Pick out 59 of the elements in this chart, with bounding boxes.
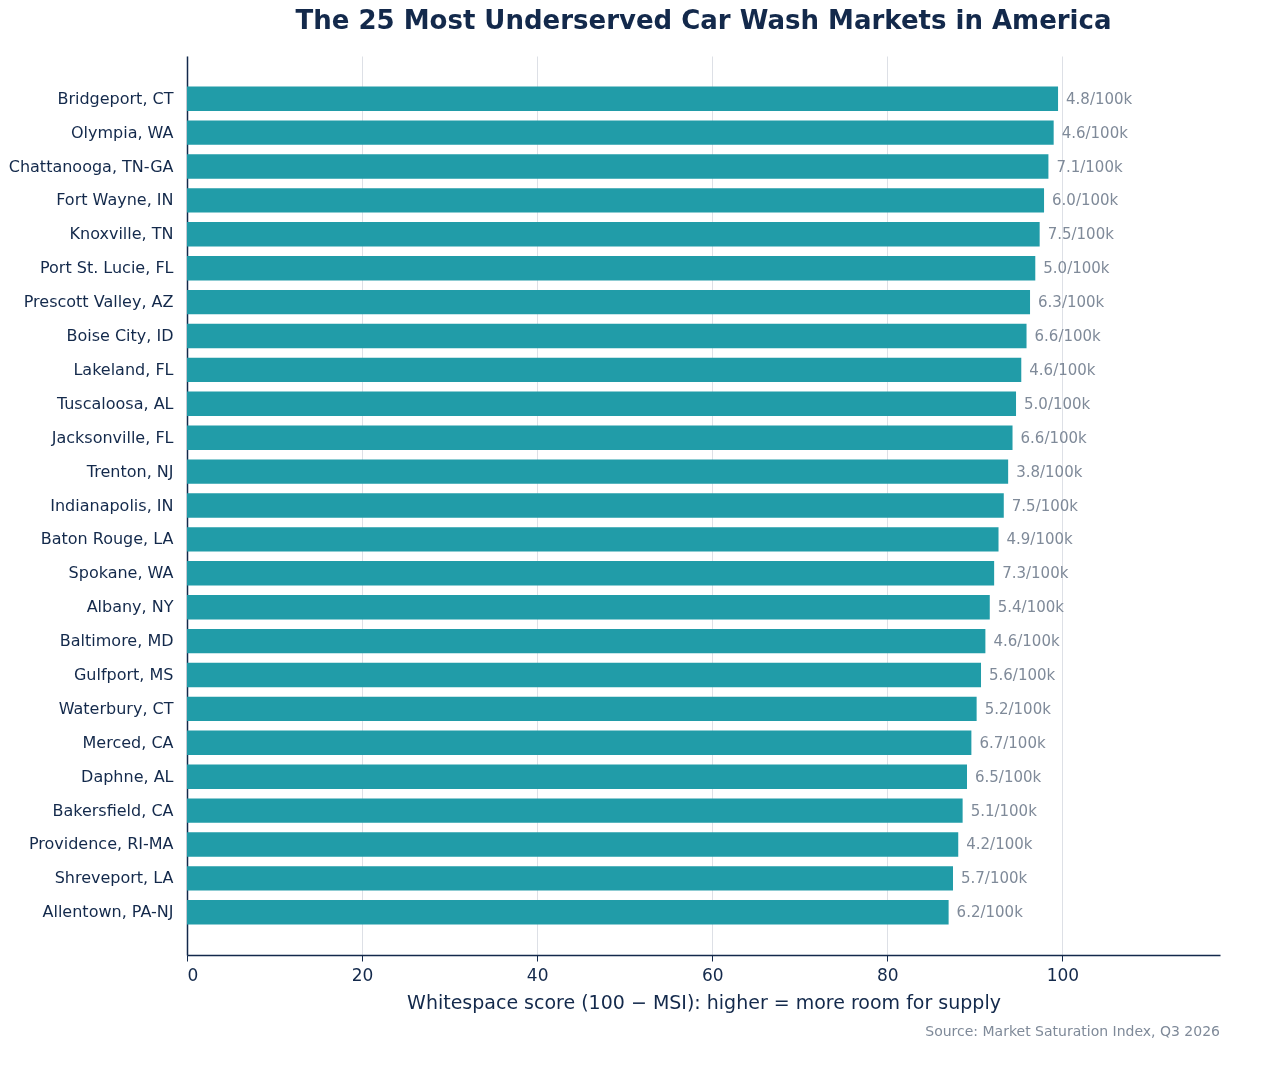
data-label: 4.9/100k [1006, 530, 1074, 549]
x-tick-label: 0 [187, 964, 199, 985]
y-tick-label: Knoxville, TN [69, 224, 174, 244]
data-label: 4.6/100k [1029, 360, 1096, 379]
data-label: 5.4/100k [997, 598, 1065, 617]
data-label: 6.6/100k [1020, 428, 1088, 447]
data-label: 7.5/100k [1047, 225, 1115, 244]
chart-title: The 25 Most Underserved Car Wash Markets in America [295, 5, 1112, 35]
data-label: 5.7/100k [961, 869, 1028, 888]
data-label: 5.0/100k [1043, 259, 1110, 278]
y-tick-label: Chattanooga, TN-GA [8, 156, 174, 176]
y-tick-label: Fort Wayne, IN [56, 190, 174, 210]
data-label: 6.0/100k [1052, 191, 1119, 210]
x-axis-title: Whitespace score (100 − MSI): higher = more room for supply [407, 990, 1001, 1013]
data-label: 4.2/100k [966, 835, 1033, 854]
y-tick-label: Waterbury, CT [58, 698, 174, 718]
data-label: 7.3/100k [1002, 564, 1069, 583]
y-tick-label: Shreveport, LA [54, 868, 174, 888]
y-tick-label: Indianapolis, IN [50, 495, 174, 515]
source-note: Source: Market Saturation Index, Q3 2026 [925, 1023, 1221, 1039]
y-tick-label: Baltimore, MD [59, 631, 174, 651]
data-label: 5.1/100k [970, 801, 1038, 820]
data-label: 4.6/100k [993, 632, 1060, 651]
y-tick-label: Providence, RI-MA [28, 834, 174, 854]
y-tick-label: Gulfport, MS [73, 664, 174, 684]
data-label: 6.5/100k [975, 767, 1042, 786]
data-label: 4.8/100k [1066, 89, 1133, 108]
x-tick-label: 20 [351, 964, 374, 985]
y-tick-label: Baton Rouge, LA [40, 529, 174, 549]
y-tick-label: Albany, NY [86, 597, 174, 617]
x-tick-label: 80 [877, 964, 899, 985]
y-tick-label: Merced, CA [82, 732, 174, 752]
data-label: 6.3/100k [1038, 293, 1105, 312]
data-label: 3.8/100k [1016, 462, 1083, 481]
y-tick-label: Daphne, AL [81, 766, 174, 786]
y-tick-label: Trenton, NJ [85, 461, 174, 481]
y-tick-label: Tuscaloosa, AL [55, 393, 174, 413]
y-tick-label: Lakeland, FL [73, 359, 174, 379]
data-label: 5.2/100k [984, 699, 1052, 718]
y-tick-label: Jacksonville, FL [50, 427, 174, 447]
x-tick-label: 40 [526, 964, 549, 985]
y-tick-label: Spokane, WA [68, 563, 174, 583]
y-tick-label: Bridgeport, CT [57, 88, 174, 108]
y-tick-label: Port St. Lucie, FL [39, 258, 174, 278]
y-tick-label: Prescott Valley, AZ [23, 292, 174, 312]
data-label: 4.6/100k [1061, 123, 1129, 142]
data-label: 5.6/100k [989, 665, 1056, 684]
y-tick-label: Bakersfield, CA [52, 800, 174, 820]
data-label: 7.1/100k [1056, 157, 1123, 176]
data-label: 5.0/100k [1024, 394, 1091, 413]
y-tick-label: Allentown, PA-NJ [42, 902, 174, 922]
data-label: 6.2/100k [956, 903, 1024, 922]
y-tick-label: Boise City, ID [66, 326, 174, 346]
y-tick-label: Olympia, WA [70, 122, 174, 142]
data-label: 7.5/100k [1011, 496, 1079, 515]
x-tick-label: 60 [701, 964, 724, 985]
data-label: 6.7/100k [979, 733, 1046, 752]
data-label: 6.6/100k [1034, 327, 1102, 346]
x-tick-label: 100 [1046, 964, 1080, 985]
